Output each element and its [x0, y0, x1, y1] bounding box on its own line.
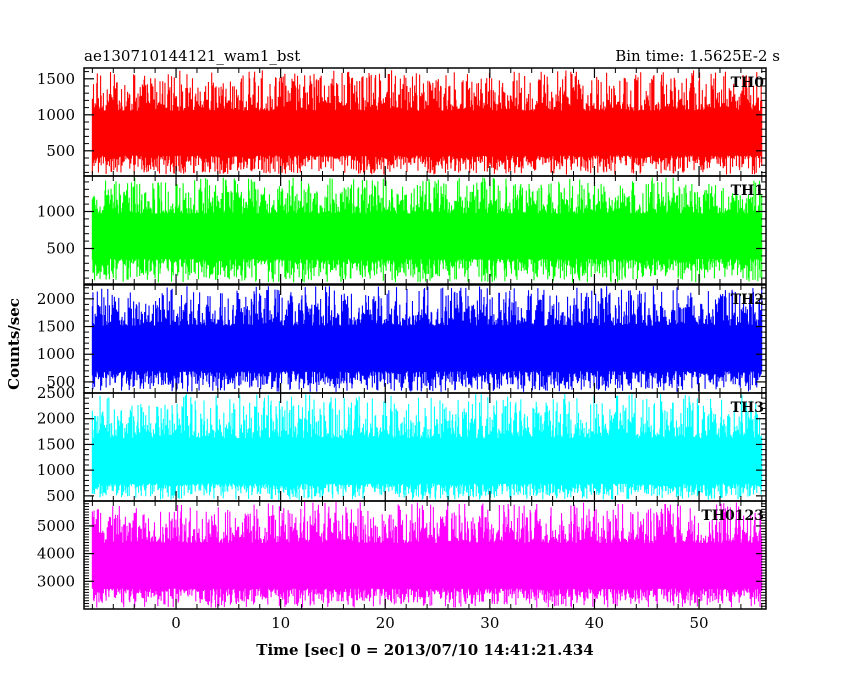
band-label: TH1: [731, 183, 764, 199]
panel-frame: [83, 500, 767, 610]
band-label: TH2: [731, 292, 764, 308]
y-tick-label: 1000: [37, 203, 75, 221]
x-tick-label: 40: [585, 614, 604, 632]
series-th0: [91, 70, 763, 175]
x-tick-label: 20: [376, 614, 395, 632]
y-tick-label: 1500: [37, 318, 75, 336]
y-tick-label: 3000: [37, 572, 75, 590]
y-tick-label: 1000: [37, 106, 75, 124]
y-tick-label: 2000: [37, 410, 75, 428]
panel-th3: 500 1000 1500 2000 2500 TH3: [37, 384, 767, 505]
y-tick-label: 1000: [37, 345, 75, 363]
band-label: TH3: [731, 400, 764, 416]
x-tick-label: 50: [690, 614, 709, 632]
panel-th1: 500 1000 TH1: [37, 175, 767, 285]
y-tick-label: 500: [46, 239, 75, 257]
y-tick-label: 2000: [37, 290, 75, 308]
panel-th0: 500 1000 1500 TH0: [37, 67, 767, 177]
panel-frame: [83, 175, 767, 285]
y-tick-label: 4000: [37, 545, 75, 563]
y-axis-label: Counts/sec: [5, 298, 23, 390]
x-axis-label: Time [sec] 0 = 2013/07/10 14:41:21.434: [256, 641, 593, 659]
panel-th2: 500 1000 1500 2000 TH2: [37, 284, 767, 394]
y-tick-label: 1500: [37, 70, 75, 88]
series-th1: [91, 177, 763, 283]
x-tick-label: 0: [171, 614, 181, 632]
panel-th0123: 3000 4000 5000 TH0123: [37, 500, 767, 610]
figure-title: ae130710144121_wam1_bst: [84, 47, 300, 65]
band-label: TH0: [731, 75, 765, 91]
y-tick-label: 500: [46, 373, 75, 391]
y-tick-label: 5000: [37, 517, 75, 535]
series-th0123: [91, 502, 763, 608]
y-tick-label: 2500: [37, 384, 75, 402]
series-th3: [91, 394, 763, 500]
y-tick-label: 500: [46, 142, 75, 160]
x-tick-label: 30: [480, 614, 499, 632]
series-th2: [91, 286, 763, 392]
x-tick-label: 10: [271, 614, 290, 632]
y-tick-label: 1500: [37, 435, 75, 453]
y-tick-label: 1000: [37, 461, 75, 479]
band-label: TH0123: [701, 508, 764, 524]
y-tick-label: 500: [46, 487, 75, 505]
bin-time-label: Bin time: 1.5625E-2 s: [615, 47, 780, 65]
